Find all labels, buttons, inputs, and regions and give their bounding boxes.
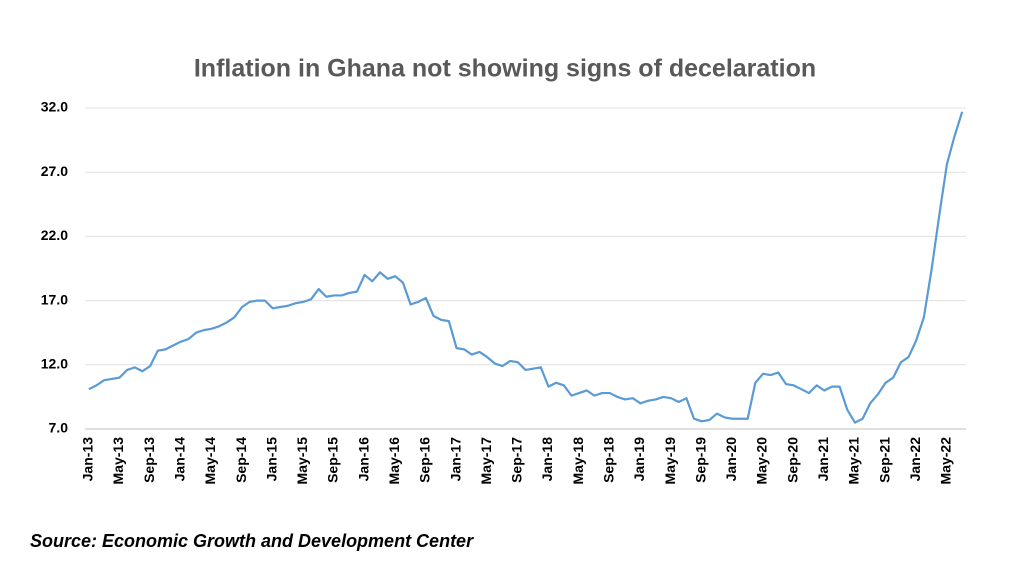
x-tick-label: Jan-21 — [815, 437, 831, 482]
y-tick-label: 27.0 — [41, 163, 68, 179]
y-tick-label: 12.0 — [41, 356, 68, 372]
y-tick-label: 32.0 — [41, 99, 68, 115]
data-line — [88, 111, 964, 424]
x-tick-label: May-22 — [938, 437, 954, 485]
x-tick-label: Sep-15 — [325, 437, 341, 483]
x-tick-label: Sep-20 — [784, 437, 800, 483]
x-tick-label: Jan-18 — [539, 437, 555, 482]
x-tick-label: Sep-19 — [692, 437, 708, 483]
x-tick-label: Jan-19 — [631, 437, 647, 482]
x-tick-label: May-16 — [386, 437, 402, 485]
x-tick-label: May-15 — [294, 437, 310, 485]
x-tick-label: Jan-14 — [171, 437, 187, 482]
y-tick-label: 17.0 — [41, 291, 68, 307]
x-tick-label: Jan-17 — [447, 437, 463, 482]
chart-title: Inflation in Ghana not showing signs of … — [194, 55, 816, 83]
source-note: Source: Economic Growth and Development … — [30, 531, 474, 551]
x-tick-label: May-13 — [110, 437, 126, 485]
x-tick-label: Jan-22 — [907, 437, 923, 482]
x-tick-label: Sep-14 — [233, 437, 249, 483]
x-tick-label: May-20 — [754, 437, 770, 485]
x-tick-label: May-14 — [202, 437, 218, 485]
x-tick-label: Jan-15 — [263, 437, 279, 482]
x-tick-label: Jan-20 — [723, 437, 739, 482]
x-tick-label: May-21 — [846, 437, 862, 485]
x-tick-label: May-18 — [570, 437, 586, 485]
y-tick-label: 22.0 — [41, 227, 68, 243]
x-tick-label: Sep-17 — [509, 437, 525, 483]
x-tick-label: Sep-18 — [600, 437, 616, 483]
x-tick-label: May-17 — [478, 437, 494, 485]
x-tick-label: Jan-13 — [80, 437, 96, 482]
x-tick-label: May-19 — [662, 437, 678, 485]
x-tick-label: Sep-13 — [141, 437, 157, 483]
x-tick-label: Jan-16 — [355, 437, 371, 482]
y-tick-label: 7.0 — [49, 420, 69, 436]
x-tick-label: Sep-21 — [876, 437, 892, 483]
x-tick-label: Sep-16 — [417, 437, 433, 483]
